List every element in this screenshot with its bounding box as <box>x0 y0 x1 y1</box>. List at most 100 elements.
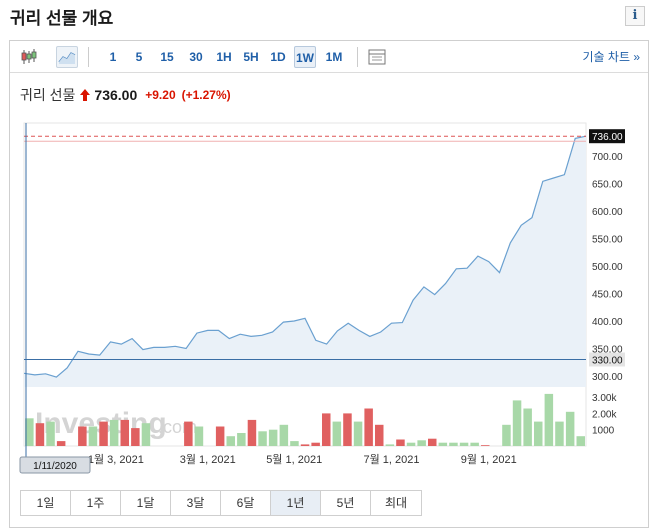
table-view-icon[interactable] <box>366 46 388 68</box>
volume-bar <box>438 442 448 446</box>
y-tick-label: 550.00 <box>592 235 623 246</box>
volume-bar <box>512 400 522 446</box>
volume-tick-label: 3.00k <box>592 393 617 404</box>
price-change: +9.20 <box>145 88 176 102</box>
volume-bar <box>25 418 34 446</box>
volume-bar <box>290 441 299 446</box>
volume-bar <box>300 444 310 446</box>
volume-bar <box>428 438 437 446</box>
volume-bar <box>56 441 66 446</box>
volume-bar <box>247 419 257 446</box>
volume-bar <box>279 424 289 446</box>
volume-bar <box>120 419 129 446</box>
cursor-price-tag <box>589 352 625 367</box>
cursor-date-tag <box>19 456 91 474</box>
y-tick-label: 500.00 <box>592 262 623 273</box>
quote-line: 귀리 선물 736.00 +9.20 (+1.27%) <box>20 85 237 105</box>
instrument-name: 귀리 선물 <box>20 87 76 103</box>
volume-bar <box>237 433 246 446</box>
volume-bar <box>268 429 278 446</box>
up-arrow-icon <box>80 89 91 101</box>
y-tick-label: 650.00 <box>592 180 623 191</box>
volume-bar <box>470 442 479 446</box>
interval-button-1d[interactable]: 1D <box>270 50 286 64</box>
volume-bar <box>459 442 469 446</box>
range-tab-1[interactable]: 1주 <box>71 491 121 515</box>
chart-toolbar: 기술 차트 » 1 5 15 30 1H 5H 1D 1W 1M <box>10 41 648 73</box>
volume-bar <box>523 408 532 446</box>
y-tick-label: 400.00 <box>592 317 623 328</box>
x-tick-label: 5월 1, 2021 <box>266 453 322 466</box>
last-price: 736.00 <box>94 87 138 103</box>
volume-bar <box>184 421 193 446</box>
range-tab-0[interactable]: 1일 <box>21 491 71 515</box>
volume-bar <box>502 424 511 446</box>
volume-bar <box>385 444 395 446</box>
volume-bar <box>449 442 458 446</box>
interval-button-30[interactable]: 30 <box>189 50 203 64</box>
price-line <box>23 135 587 378</box>
volume-bar <box>215 426 225 446</box>
volume-bar <box>258 431 267 446</box>
interval-button-5[interactable]: 5 <box>135 50 143 64</box>
volume-bar <box>364 408 373 446</box>
volume-tick-label: 2.00k <box>592 409 617 420</box>
interval-button-1h[interactable]: 1H <box>216 50 232 64</box>
y-tick-label: 700.00 <box>592 152 623 163</box>
x-tick-label: 9월 1, 2021 <box>461 453 517 466</box>
y-tick-label: 600.00 <box>592 207 623 218</box>
interval-button-15[interactable]: 15 <box>160 50 174 64</box>
technical-chart-link[interactable]: 기술 차트 » <box>582 50 640 64</box>
interval-button-1m[interactable]: 1M <box>325 50 343 64</box>
area-chart-icon[interactable] <box>56 46 78 68</box>
volume-bar <box>226 436 235 446</box>
volume-bar <box>544 393 554 446</box>
volume-bar <box>311 442 320 446</box>
price-chart[interactable]: Investing.com300.00350.00400.00450.00500… <box>10 41 648 481</box>
volume-bar <box>109 419 119 446</box>
volume-bar <box>322 413 331 446</box>
range-tabs: 1일 1주 1달 3달 6달 1년 5년 최대 <box>20 490 422 516</box>
volume-tick-label: 1000 <box>592 426 615 437</box>
interval-button-5h[interactable]: 5H <box>243 50 259 64</box>
volume-bar <box>46 421 55 446</box>
info-button[interactable]: i <box>625 6 645 26</box>
volume-bar <box>555 421 564 446</box>
volume-bar <box>481 445 490 446</box>
volume-bar <box>332 421 342 446</box>
last-price-tag <box>589 129 625 144</box>
volume-bar <box>375 424 384 446</box>
y-tick-label: 350.00 <box>592 345 623 356</box>
cursor-price-tag-label: 330.00 <box>592 356 623 367</box>
range-tab-7[interactable]: 최대 <box>371 491 421 515</box>
y-tick-label: 450.00 <box>592 290 623 301</box>
volume-bar <box>78 426 87 446</box>
volume-bar <box>35 423 45 446</box>
y-tick-label: 300.00 <box>592 372 623 383</box>
x-tick-label: 7월 1, 2021 <box>363 453 419 466</box>
volume-bar <box>141 423 151 446</box>
volume-bar <box>353 421 363 446</box>
x-tick-label: 3월 1, 2021 <box>180 453 236 466</box>
chart-panel: 기술 차트 » 1 5 15 30 1H 5H 1D 1W 1M 귀리 선물 736.00 +9… <box>9 40 649 528</box>
range-tab-5[interactable]: 1년 <box>271 491 321 515</box>
volume-bar <box>194 426 204 446</box>
candlestick-chart-icon[interactable] <box>18 46 40 68</box>
cursor-date-label: 1/11/2020 <box>33 461 77 472</box>
range-tab-4[interactable]: 6달 <box>221 491 271 515</box>
range-tab-2[interactable]: 1달 <box>121 491 171 515</box>
volume-bar <box>343 413 352 446</box>
interval-button-1[interactable]: 1 <box>109 50 117 64</box>
volume-bar <box>417 440 426 446</box>
volume-bar <box>565 411 575 446</box>
range-tab-3[interactable]: 3달 <box>171 491 221 515</box>
volume-bar <box>88 426 98 446</box>
range-tab-6[interactable]: 5년 <box>321 491 371 515</box>
volume-bar <box>406 442 416 446</box>
page-title: 귀리 선물 개요 <box>10 9 114 28</box>
volume-bar <box>534 421 543 446</box>
volume-bar <box>576 436 585 446</box>
interval-button-1w[interactable]: 1W <box>294 46 316 68</box>
price-change-percent: (+1.27%) <box>181 88 231 102</box>
volume-bar <box>99 421 108 446</box>
